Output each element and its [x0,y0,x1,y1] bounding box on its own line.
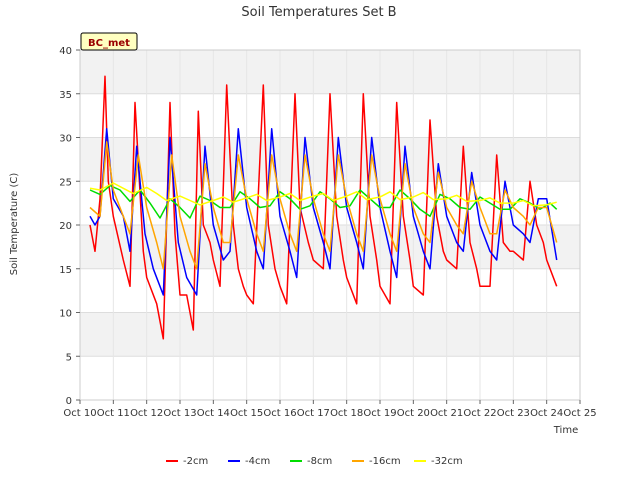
y-tick-label: 10 [59,309,72,320]
legend-label: -2cm [183,456,208,467]
x-tick-label: Oct 20 [397,408,430,419]
x-tick-label: Oct 23 [497,408,530,419]
chart-title: Soil Temperatures Set B [241,5,396,20]
y-tick-label: 35 [59,90,72,101]
y-tick-label: 30 [59,134,72,145]
x-axis-label: Time [553,425,578,436]
plot-band [80,50,580,94]
series-line-16cm [89,141,558,270]
x-tick-label: Oct 22 [463,408,496,419]
legend: -2cm -4cm -8cm -16cm -32cm [166,456,463,467]
series-line-4cm [89,128,558,296]
x-tick-label: Oct 25 [563,408,596,419]
x-tick-label: Oct 14 [197,408,230,419]
series-line-2cm [89,75,558,340]
x-tick-label: Oct 15 [230,408,263,419]
y-tick-label: 5 [66,352,72,363]
series-layer [89,75,558,340]
x-tick-label: Oct 21 [430,408,463,419]
y-tick-label: 15 [59,265,72,276]
x-tick-label: Oct 10 [63,408,96,419]
y-axis-label: Soil Temperature (C) [9,173,20,276]
plot-band [80,137,580,182]
legend-label: -4cm [245,456,270,467]
x-tick-label: Oct 24 [530,408,563,419]
y-tick-label: 40 [59,46,72,57]
site-label-box [80,32,138,51]
x-tick-label: Oct 11 [97,408,130,419]
y-tick-label: 0 [66,396,72,407]
axes: 0 5 10 15 20 25 30 35 40 Oct 10 Oct 11 Oct 12 Oct 13… [59,46,596,419]
x-tick-label: Oct 17 [297,408,330,419]
y-tick-label: 25 [59,177,72,188]
site-label: BC_met [88,38,130,49]
x-tick-label: Oct 18 [330,408,363,419]
site-label-badge: BC_met [80,32,138,51]
x-tick-label: Oct 13 [163,408,196,419]
x-tick-label: Oct 16 [263,408,296,419]
series-line-32cm [89,182,557,207]
legend-label: -32cm [431,456,463,467]
y-tick-label: 20 [59,221,72,232]
legend-label: -16cm [369,456,401,467]
x-tick-label: Oct 19 [363,408,396,419]
plot-band [80,312,580,357]
legend-label: -8cm [307,456,332,467]
x-tick-label: Oct 12 [130,408,163,419]
